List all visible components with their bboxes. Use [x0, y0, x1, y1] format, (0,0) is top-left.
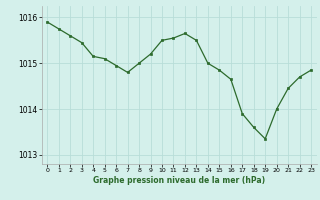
X-axis label: Graphe pression niveau de la mer (hPa): Graphe pression niveau de la mer (hPa)	[93, 176, 265, 185]
